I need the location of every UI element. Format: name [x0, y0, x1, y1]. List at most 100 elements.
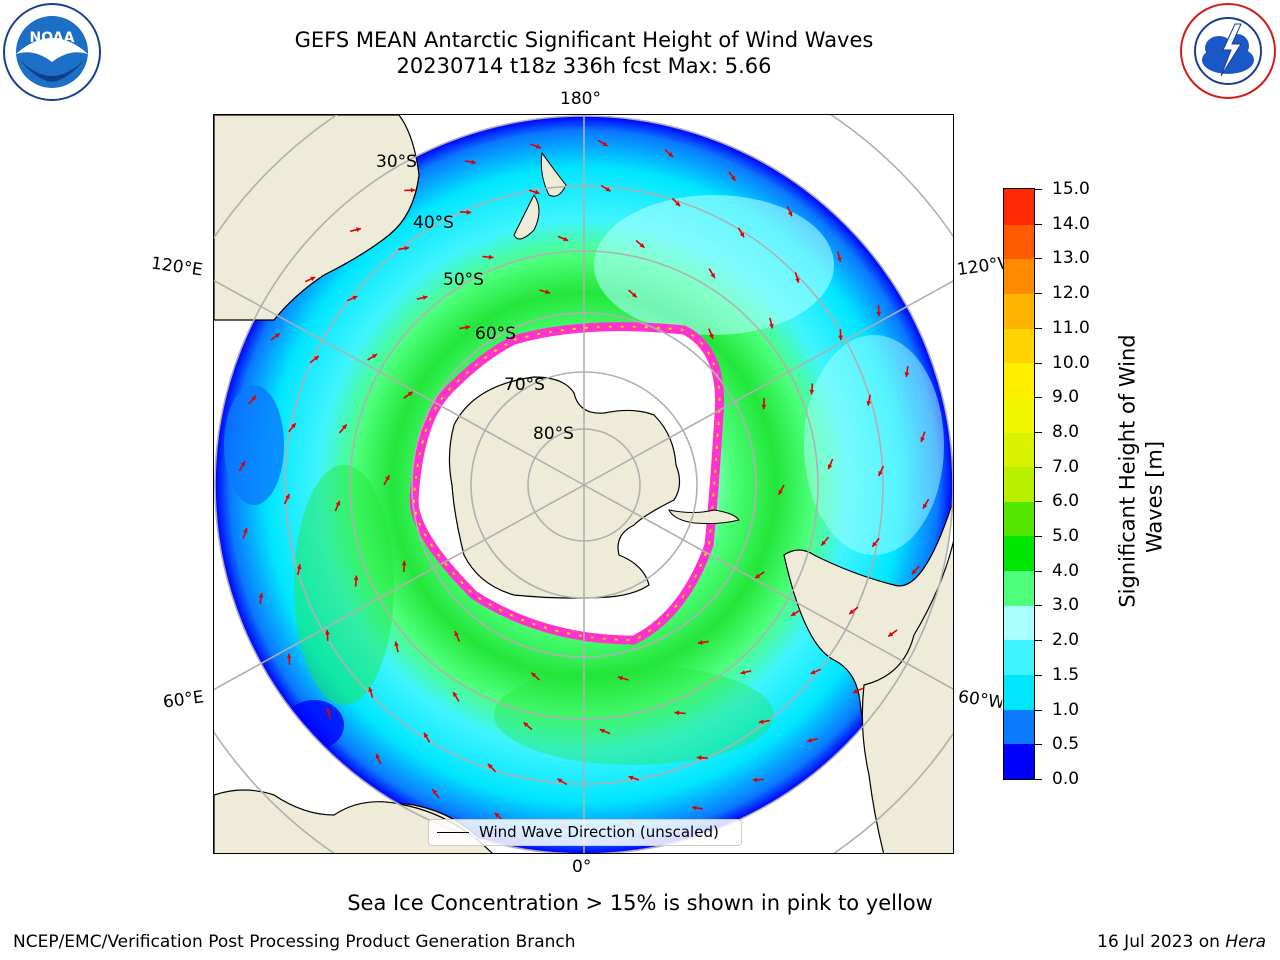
colorbar-title-line2: Waves [m] [1142, 440, 1167, 554]
wind-arrow-head [639, 243, 645, 248]
polar-map [214, 115, 953, 853]
wind-arrow-head [696, 755, 702, 761]
wind-arrow-head [536, 144, 541, 149]
wind-arrow-head [872, 541, 877, 547]
wind-arrow-head [838, 335, 843, 340]
wind-arrow-head [827, 464, 833, 470]
colorbar-segment [1004, 397, 1034, 433]
wave-patch [494, 665, 774, 765]
footer-credit: NCEP/EMC/Verification Post Processing Pr… [13, 932, 576, 952]
colorbar-tick [1035, 431, 1042, 433]
wind-arrow-head [692, 805, 697, 811]
wave-patch [284, 700, 344, 750]
sea-ice-note: Sea Ice Concentration > 15% is shown in … [347, 891, 933, 915]
wind-arrow-head [778, 489, 783, 495]
wind-arrow-head [286, 653, 292, 659]
wind-arrow-head [313, 356, 319, 361]
wind-arrow-head [769, 323, 774, 329]
wind-arrow-head [335, 500, 341, 506]
wind-arrow-head [878, 471, 883, 476]
sea-ice-high [412, 325, 721, 642]
colorbar-tick [1035, 258, 1042, 260]
wind-arrow-head [385, 475, 390, 481]
south-america-outer [861, 540, 953, 853]
wind-arrow-head [617, 675, 623, 681]
wave-patch [594, 195, 834, 335]
colorbar-segment [1004, 466, 1034, 502]
wind-arrow-head [534, 189, 540, 195]
colorbar-tick-label: 1.0 [1052, 699, 1080, 720]
colorbar-segment [1004, 362, 1034, 398]
wave-patch [804, 335, 944, 555]
wind-arrow-head [404, 245, 410, 251]
antarctic-peninsula [668, 509, 740, 525]
wind-arrow-head [674, 710, 680, 716]
colorbar-tick [1035, 223, 1042, 225]
lat-label-50s: 50°S [443, 270, 484, 290]
wind-arrow-head [668, 152, 674, 158]
lon-label-60e: 60°E [161, 687, 206, 713]
wind-arrow-head [454, 631, 459, 637]
colorbar-tick-label: 0.5 [1052, 734, 1080, 755]
colorbar-tick [1035, 397, 1042, 399]
chart-subtitle: 20230714 t18z 336h fcst Max: 5.66 [396, 54, 772, 78]
colorbar-tick-label: 14.0 [1052, 213, 1090, 234]
wind-arrow-head [866, 400, 872, 406]
wind-arrow-head [453, 692, 458, 697]
wind-arrow-head [761, 404, 767, 410]
colorbar-tick [1035, 501, 1042, 503]
nws-logo [1180, 3, 1276, 99]
lat-label-30s: 30°S [376, 152, 417, 172]
colorbar-title-line1: Significant Height of Wind [1115, 334, 1140, 608]
colorbar-tick [1035, 362, 1042, 364]
colorbar-tick [1035, 744, 1042, 746]
wind-arrow-head [353, 575, 359, 581]
wind-arrow-head [325, 630, 330, 635]
wind-arrow-head [422, 295, 428, 300]
wind-arrow-head [466, 209, 472, 215]
wind-arrow-head [274, 333, 280, 338]
wind-arrow-head [372, 354, 377, 359]
colorbar [1003, 188, 1035, 780]
wind-arrow-head [675, 201, 681, 207]
colorbar-tick-label: 7.0 [1052, 456, 1080, 477]
wind-arrow-head [557, 778, 563, 783]
colorbar-tick [1035, 709, 1042, 711]
wind-arrow-head [368, 687, 373, 693]
wind-arrow-head [352, 295, 358, 301]
wind-arrow-head [602, 141, 608, 146]
lat-label-70s: 70°S [504, 375, 545, 395]
lat-label-80s: 80°S [533, 424, 574, 444]
wind-arrow-head [807, 738, 812, 743]
colorbar-tick [1035, 674, 1042, 676]
wind-arrow-head [876, 311, 882, 317]
wave-patch [224, 385, 284, 505]
colorbar-tick-label: 12.0 [1052, 283, 1090, 304]
wind-arrow-head [758, 719, 764, 725]
wind-arrow-head [920, 437, 925, 442]
wind-arrow-head [342, 424, 347, 430]
colorbar-tick-label: 5.0 [1052, 526, 1080, 547]
wind-arrow-head [731, 175, 736, 181]
new-zealand-south [513, 194, 540, 240]
wind-arrow-head [488, 254, 494, 260]
colorbar-segment [1004, 431, 1034, 468]
wind-arrow-head [787, 211, 793, 217]
colorbar-tick [1035, 327, 1042, 329]
lon-label-0: 0° [572, 857, 592, 877]
wind-arrow-head [837, 257, 842, 262]
colorbar-tick [1035, 640, 1042, 642]
wind-arrow-head [709, 333, 714, 339]
lon-label-180: 180° [560, 89, 601, 109]
antarctica [448, 376, 681, 599]
wind-arrow-head [628, 775, 634, 781]
lat-label-60s: 60°S [475, 324, 516, 344]
colorbar-segment [1004, 570, 1034, 606]
colorbar-tick-label: 9.0 [1052, 387, 1080, 408]
wind-arrow-head [531, 672, 537, 678]
map-legend: Wind Wave Direction (unscaled) [428, 819, 742, 846]
wind-arrow-head [326, 708, 331, 713]
colorbar-segment [1004, 328, 1034, 364]
colorbar-tick-label: 0.0 [1052, 769, 1080, 789]
legend-line-sample [437, 832, 469, 833]
